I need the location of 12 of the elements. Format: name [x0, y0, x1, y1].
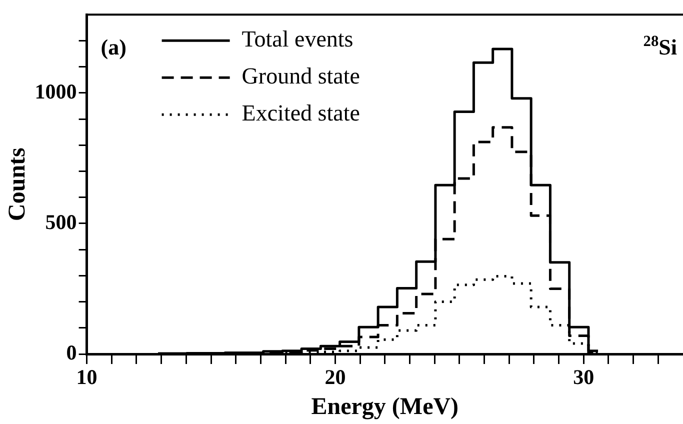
- annotation: (a): [100, 34, 126, 60]
- y-tick-label: 500: [45, 210, 77, 234]
- x-tick-label: 10: [76, 365, 98, 390]
- x-tick-label: 30: [573, 365, 594, 390]
- legend-label: Excited state: [242, 100, 360, 126]
- y-axis-title: Counts: [4, 148, 31, 221]
- x-axis-title: Energy (MeV): [311, 394, 459, 420]
- legend-label: Ground state: [242, 64, 360, 89]
- y-tick-label: 1000: [34, 79, 77, 104]
- x-tick-label: 20: [324, 365, 346, 390]
- legend-label: Total events: [242, 26, 354, 52]
- y-tick-label: 0: [66, 340, 77, 364]
